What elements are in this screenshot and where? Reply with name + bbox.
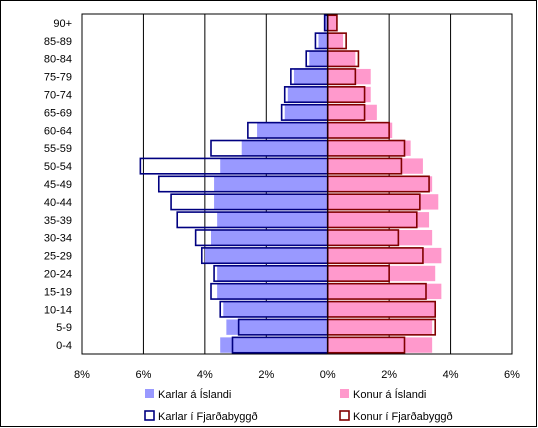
y-tick-label: 90+ [53,18,72,30]
y-tick-label: 0-4 [56,340,72,352]
y-tick-label: 25-29 [44,251,72,263]
bar [327,319,433,335]
y-tick-label: 70-74 [44,90,72,102]
bar [327,301,436,317]
bar [327,33,344,49]
bar [220,158,328,174]
bar [257,122,328,139]
legend-swatch [340,389,349,398]
legend-label: Karlar í Fjarðabyggð [158,411,258,423]
bar [327,212,430,228]
bar [327,104,377,121]
bars [139,14,442,354]
y-tick-label: 40-44 [44,197,72,209]
bar [327,15,337,31]
y-tick-label: 5-9 [56,322,72,334]
bar [241,140,328,156]
y-tick-label: 80-84 [44,54,72,66]
y-tick-label: 85-89 [44,36,72,48]
legend-label: Karlar á Íslandi [158,388,231,401]
bar [204,247,328,264]
x-tick-label: 2% [381,369,397,381]
x-tick-label: 6% [504,369,520,381]
bar [324,15,328,31]
bar [327,140,411,156]
bar [309,51,328,67]
x-tick-label: 4% [443,369,459,381]
legend-swatch [145,389,154,398]
legend-swatch [144,410,155,421]
bar [223,301,328,317]
legend: Karlar á Íslandi Konur á Íslandi Karlar í … [144,388,453,423]
x-tick-label: 6% [135,369,151,381]
bar [293,68,328,85]
bar [327,68,371,85]
bar [327,247,442,264]
y-tick-label: 65-69 [44,107,72,119]
bar [327,194,439,210]
bar [220,337,328,353]
bar [217,283,328,300]
bar [287,86,328,103]
x-tick-label: 0% [320,369,336,381]
y-tick-label: 15-19 [44,286,72,298]
y-tick-label: 60-64 [44,125,72,137]
y-tick-label: 50-54 [44,161,72,173]
bar [327,337,433,353]
bar [226,319,328,335]
y-tick-label: 45-49 [44,179,72,191]
bar [318,33,328,49]
x-tick-label: 4% [197,369,213,381]
y-tick-label: 55-59 [44,143,72,155]
y-tick-label: 10-14 [44,304,72,316]
y-tick-label: 35-39 [44,215,72,227]
bar [211,229,328,246]
y-axis-labels: 0-4 5-9 10-14 15-19 20-24 25-29 30-34 35-39 40-4… [44,18,72,352]
bar [284,104,328,121]
bar [327,158,423,174]
y-tick-label: 20-24 [44,268,72,280]
bar [217,212,328,228]
bar [327,122,393,139]
y-tick-label: 75-79 [44,72,72,84]
bar [327,265,436,282]
x-axis-labels: 8% 6% 4% 2% 0% 2% 4% 6% [74,369,520,381]
bar [327,86,371,103]
bar [327,176,433,192]
legend-label: Konur í Fjarðabyggð [353,411,453,423]
y-tick-label: 30-34 [44,233,72,245]
bar [217,265,328,282]
legend-swatch [339,410,350,421]
x-tick-label: 2% [258,369,274,381]
bar [327,51,356,67]
bar [327,229,433,246]
bar [214,176,328,192]
legend-label: Konur á Íslandi [353,388,426,401]
bar [214,194,328,210]
x-tick-label: 8% [74,369,90,381]
bar [327,283,442,300]
